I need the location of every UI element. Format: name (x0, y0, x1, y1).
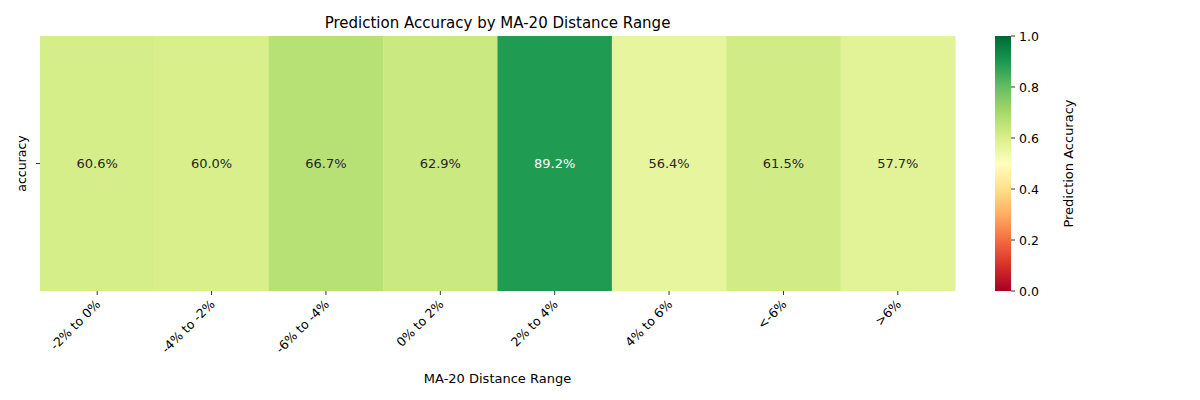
chart-title: Prediction Accuracy by MA-20 Distance Ra… (325, 14, 671, 32)
colorbar-tick (1011, 36, 1015, 37)
x-tick-label: -2% to 0% (47, 296, 103, 352)
data-label: 56.4% (648, 156, 689, 171)
x-tick (669, 291, 670, 295)
y-tick (36, 163, 40, 164)
heatmap-cell (154, 36, 269, 291)
colorbar-tick-label: 0.6 (1019, 131, 1039, 146)
colorbar-tick-label: 1.0 (1019, 29, 1039, 44)
x-tick (554, 291, 555, 295)
x-tick (325, 291, 326, 295)
colorbar-tick-label: 0.0 (1019, 284, 1039, 299)
colorbar-tick-label: 0.4 (1019, 182, 1039, 197)
data-label: 66.7% (305, 156, 346, 171)
heatmap-cell (269, 36, 384, 291)
colorbar-tick-label: 0.8 (1019, 80, 1039, 95)
colorbar-tick (1011, 189, 1015, 190)
x-tick-label: 4% to 6% (622, 296, 675, 349)
heatmap-chart: Prediction Accuracy by MA-20 Distance Ra… (0, 0, 1200, 400)
x-tick (211, 291, 212, 295)
colorbar (995, 36, 1011, 291)
x-tick-label: -6% to -4% (273, 296, 333, 356)
x-axis-label: MA-20 Distance Range (424, 371, 571, 386)
colorbar-tick (1011, 291, 1015, 292)
colorbar-tick-label: 0.2 (1019, 233, 1039, 248)
colorbar-tick (1011, 138, 1015, 139)
heatmap-cell (498, 36, 613, 291)
data-label: 89.2% (534, 156, 575, 171)
x-tick (97, 291, 98, 295)
x-tick-label: -4% to -2% (158, 296, 218, 356)
heatmap-cell (40, 36, 155, 291)
data-label: 62.9% (420, 156, 461, 171)
colorbar-label: Prediction Accuracy (1061, 99, 1076, 227)
data-label: 60.0% (191, 156, 232, 171)
heatmap-cell (383, 36, 498, 291)
x-tick-label: >6% (872, 296, 904, 328)
y-tick-label: accuracy (14, 135, 29, 192)
x-tick (897, 291, 898, 295)
colorbar-tick (1011, 87, 1015, 88)
data-label: 57.7% (877, 156, 918, 171)
x-tick (783, 291, 784, 295)
x-tick-label: <-6% (754, 296, 789, 331)
x-tick-label: 0% to 2% (393, 296, 446, 349)
data-label: 60.6% (77, 156, 118, 171)
heatmap-cell (612, 36, 727, 291)
cells (40, 36, 956, 291)
heatmap-cell (726, 36, 841, 291)
data-label: 61.5% (763, 156, 804, 171)
x-tick-label: 2% to 4% (508, 296, 561, 349)
heatmap-cell (841, 36, 956, 291)
x-tick (440, 291, 441, 295)
colorbar-tick (1011, 240, 1015, 241)
